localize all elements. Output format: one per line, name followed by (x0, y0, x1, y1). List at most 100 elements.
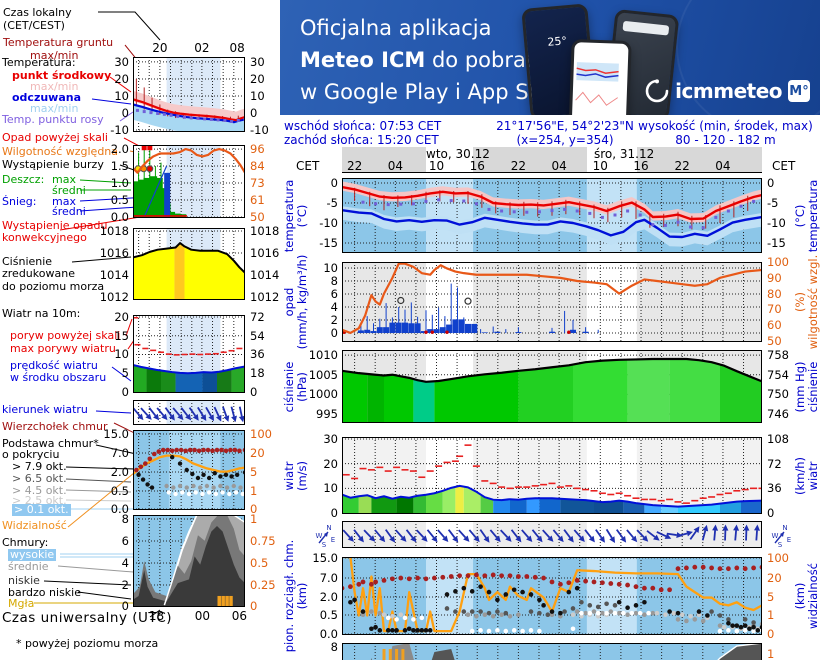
axis-title-right: (km/h) wiatr (792, 437, 820, 514)
night-shade-band (473, 147, 587, 172)
date-label: wto, 30.12 (426, 147, 490, 161)
y-tick-left: 1014 (99, 268, 129, 282)
y-tick-right: 0 (250, 105, 258, 120)
hour-tick-label: 22 (510, 159, 527, 173)
y-tick-left: -15 (319, 236, 338, 250)
y-tick-left: 2.0 (110, 465, 129, 479)
legend-item: zredukowane (2, 267, 75, 280)
svg-text:W: W (316, 532, 323, 540)
axis-title-left: opad (mm/h, kg/m³/h) (280, 255, 312, 350)
y-tick-right: 80 (767, 286, 782, 301)
phone-mockup-front (568, 38, 632, 115)
legend-item: (CET/CEST) (3, 19, 65, 32)
legend-item: bardzo niskie (8, 586, 81, 599)
chart-m1 (133, 57, 245, 132)
y-tick-right: 100 (767, 255, 789, 270)
y-tick-left: 0 (121, 598, 129, 613)
chart-m2 (133, 145, 245, 218)
hour-tick-label: 22 (674, 159, 690, 173)
y-tick-right: 72 (250, 310, 265, 324)
y-tick-left: 2.0 (319, 590, 338, 604)
y-tick-left: 0.5 (110, 193, 129, 207)
axis-title-left: pion. rozciągł. chm. (km) (280, 540, 312, 653)
y-tick-right: 100 (767, 551, 789, 566)
y-tick-right: 758 (767, 348, 789, 363)
altitude-footnote: * powyżej poziomu morza (16, 637, 159, 650)
y-tick-right: 1 (250, 484, 258, 498)
chart-m4 (133, 315, 245, 393)
x-tick-label: 00 (194, 609, 211, 623)
y-tick-left: 1010 (308, 348, 338, 363)
legend-item: max/min (30, 80, 79, 93)
svg-text:S: S (322, 541, 327, 548)
legend-item: Wiatr na 10m: (2, 307, 81, 320)
x-tick-label: 08 (229, 41, 245, 55)
hour-tick-label: 10 (428, 159, 445, 173)
y-tick-left: 2 (121, 578, 129, 592)
y-tick-left: 20 (114, 71, 129, 86)
y-tick-left: 15 (114, 328, 129, 343)
y-tick-left: 0 (121, 384, 129, 399)
y-tick-right: 60 (767, 318, 782, 333)
legend-item: > 4.5 okt. (12, 484, 67, 497)
x-tick-label: 18 (148, 609, 165, 623)
legend-item: odczuwana (12, 91, 82, 104)
app-promo-banner[interactable]: Oficjalna aplikacja Meteo ICM do pobrani… (280, 0, 820, 115)
y-tick-right: 20 (250, 446, 265, 460)
axis-title-left: ciśnienie (hPa) (280, 350, 312, 423)
chart-m3 (133, 228, 245, 300)
y-tick-right: 70 (767, 302, 782, 317)
svg-text:E: E (787, 536, 791, 544)
y-tick-right: 5 (767, 590, 775, 604)
banner-line3: w Google Play i App Store (300, 80, 571, 104)
y-tick-right: 0 (250, 502, 258, 516)
y-tick-right: 1012 (250, 290, 280, 305)
axis-title-right: (mm Hg) ciśnienie (792, 350, 820, 423)
y-tick-left: 30 (323, 431, 338, 446)
y-tick-left: 6 (330, 287, 338, 301)
hour-tick-label: 04 (551, 159, 567, 173)
axis-title-left-text: ciśnienie (hPa) (282, 361, 309, 412)
chart-m6 (133, 430, 245, 510)
hour-tick-label: 10 (592, 159, 608, 173)
banner-line1: Oficjalna aplikacja (300, 16, 492, 40)
y-tick-left: -5 (326, 196, 338, 210)
y-tick-left: 0 (330, 326, 338, 341)
y-tick-left: 5 (121, 366, 129, 381)
axis-title-right: (°C) temperatura (792, 178, 820, 253)
legend-item: Wystąpienie opadu (2, 219, 108, 232)
y-tick-left: 0.0 (110, 209, 129, 224)
panel-m3: 1018 1016 1014 1012 1018 1016 1014 1012 (0, 225, 280, 305)
y-tick-right: 54 (250, 328, 265, 343)
legend-item: Deszcz: (2, 173, 45, 186)
banner-decorative-ring (676, 0, 820, 115)
panel-op: 10 8 6 4 2 0 100 90 80 70 60 50 opad (mm/h, kg/m³/h)… (280, 255, 820, 350)
legend-item: średnie (8, 560, 49, 573)
legend-item: niskie (8, 574, 40, 587)
legend-item: Wierzchołek chmur (2, 420, 108, 433)
night-shade-band (636, 147, 762, 172)
sun-times: wschód słońca: 07:53 CET zachód słońca: … (284, 119, 441, 147)
axis-title-left-text: pion. rozciągł. chm. (km) (282, 539, 309, 653)
x-tick-label: 06 (231, 609, 248, 623)
panel-m5 (0, 400, 280, 425)
night-shade-band (342, 147, 426, 172)
legend-item: do poziomu morza (2, 280, 105, 293)
legend-item: kierunek wiatru (2, 403, 88, 416)
y-tick-left: 1005 (308, 367, 338, 382)
legend-item: Wilgotność względna (2, 145, 119, 158)
y-tick-right: 1 (250, 512, 258, 527)
y-tick-left: 0 (330, 176, 338, 190)
legend-connector-lines (34, 11, 173, 618)
axis-title-right: (km) widzialność (792, 557, 820, 635)
axis-title-left-text: temperatura (°C) (282, 179, 309, 252)
y-tick-right: 1 (767, 646, 775, 660)
y-tick-right: 746 (767, 406, 789, 421)
y-tick-right: 754 (767, 367, 789, 382)
logo-text: icmmeteo (675, 79, 782, 103)
y-tick-right: 90 (767, 270, 782, 285)
y-tick-left: 2 (330, 313, 338, 328)
